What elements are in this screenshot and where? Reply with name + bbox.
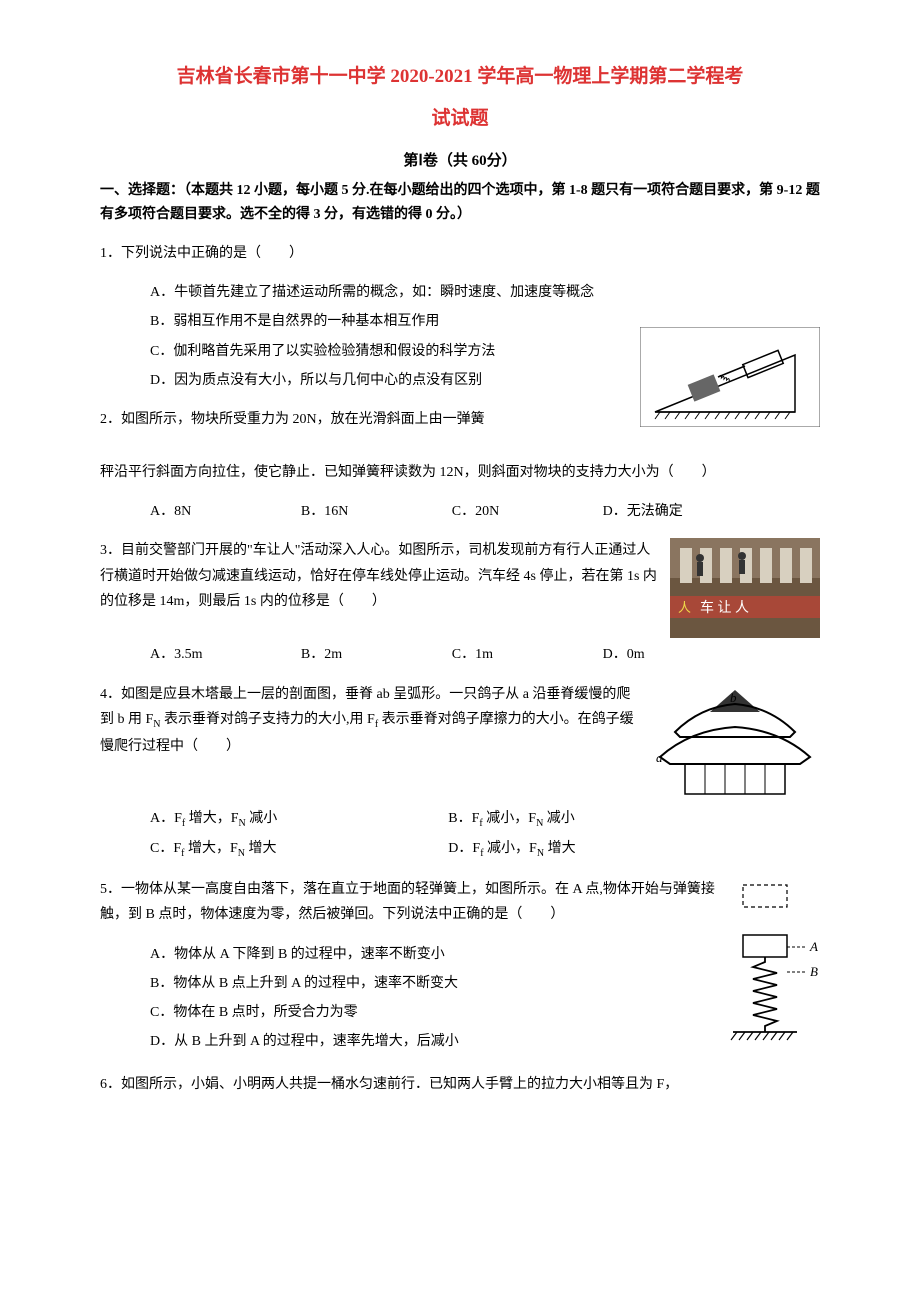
q2-opt-a: A．8N — [150, 499, 297, 524]
q3-opt-b: B．2m — [301, 642, 448, 667]
q1-opt-c: C．伽利略首先采用了以实验检验猜想和假设的科学方法 — [150, 339, 820, 364]
question-2: 2．如图所示，物块所受重力为 20N，放在光滑斜面上由一弹簧 秤沿平行斜面方向拉… — [100, 407, 820, 525]
q5-opt-a: A．物体从 A 下降到 B 的过程中，速率不断变小 — [150, 942, 820, 967]
question-1: 1．下列说法中正确的是（ ） A．牛顿首先建立了描述运动所需的概念，如：瞬时速度… — [100, 241, 820, 393]
page-title-line2: 试试题 — [100, 102, 820, 136]
q4-opt-d: D．Ff 减小，FN 增大 — [448, 836, 743, 863]
q2-opt-d: D．无法确定 — [603, 499, 750, 524]
question-4: a b 4．如图是应县木塔最上一层的剖面图，垂脊 ab 呈弧形。一只鸽子从 a … — [100, 682, 820, 864]
q5-stem: 5．一物体从某一高度自由落下，落在直立于地面的轻弹簧上，如图所示。在 A 点,物… — [100, 877, 820, 927]
q1-opt-b: B．弱相互作用不是自然界的一种基本相互作用 — [150, 309, 820, 334]
q1-opt-d: D．因为质点没有大小，所以与几何中心的点没有区别 — [150, 368, 820, 393]
q2-opt-c: C．20N — [452, 499, 599, 524]
q4-figure-pagoda: a b — [650, 682, 820, 802]
q1-opt-a: A．牛顿首先建立了描述运动所需的概念，如：瞬时速度、加速度等概念 — [150, 280, 820, 305]
q1-stem: 1．下列说法中正确的是（ ） — [100, 241, 820, 266]
q3-opt-a: A．3.5m — [150, 642, 297, 667]
q5-opt-d: D．从 B 上升到 A 的过程中，速率先增大，后减小 — [150, 1029, 820, 1054]
q2-options: A．8N B．16N C．20N D．无法确定 — [100, 499, 820, 524]
svg-text:A: A — [809, 939, 818, 954]
q3-opt-c: C．1m — [452, 642, 599, 667]
q3-options: A．3.5m B．2m C．1m D．0m — [100, 642, 820, 667]
svg-text:人: 人 — [678, 600, 691, 615]
section-header: 第Ⅰ卷（共 60分） — [100, 148, 820, 175]
q4-opt-a: A．Ff 增大，FN 减小 — [150, 806, 445, 833]
svg-text:B: B — [810, 964, 818, 979]
q2-stem-p2: 秤沿平行斜面方向拉住，使它静止．已知弹簧秤读数为 12N，则斜面对物块的支持力大… — [100, 460, 820, 485]
q2-stem-p1: 2．如图所示，物块所受重力为 20N，放在光滑斜面上由一弹簧 — [100, 407, 820, 432]
svg-text:a: a — [656, 750, 663, 765]
q2-opt-b: B．16N — [301, 499, 448, 524]
question-5: A B 5．一物体从某一高度自由落下，落在直立于地面的轻弹簧上，如图所示。在 A… — [100, 877, 820, 1058]
q4-opt-c: C．Ff 增大，FN 增大 — [150, 836, 445, 863]
q4-opt-b: B．Ff 减小，FN 减小 — [448, 806, 743, 833]
svg-text:b: b — [730, 690, 737, 705]
question-6: 6．如图所示，小娟、小明两人共提一桶水匀速前行．已知两人手臂上的拉力大小相等且为… — [100, 1072, 820, 1097]
page-title-line1: 吉林省长春市第十一中学 2020-2021 学年高一物理上学期第二学程考 — [100, 60, 820, 94]
question-3: 车 让 人 人 3．目前交警部门开展的"车让人"活动深入人心。如图所示，司机发现… — [100, 538, 820, 667]
instructions: 一、选择题：（本题共 12 小题，每小题 5 分.在每小题给出的四个选项中，第 … — [100, 179, 820, 227]
q6-stem: 6．如图所示，小娟、小明两人共提一桶水匀速前行．已知两人手臂上的拉力大小相等且为… — [100, 1072, 820, 1097]
q5-figure-spring: A B — [725, 877, 820, 1057]
svg-text:车 让 人: 车 让 人 — [700, 599, 749, 616]
q5-opt-c: C．物体在 B 点时，所受合力为零 — [150, 1000, 820, 1025]
q5-opt-b: B．物体从 B 点上升到 A 的过程中，速率不断变大 — [150, 971, 820, 996]
q3-opt-d: D．0m — [603, 642, 750, 667]
q3-figure-crosswalk: 车 让 人 人 — [670, 538, 820, 638]
